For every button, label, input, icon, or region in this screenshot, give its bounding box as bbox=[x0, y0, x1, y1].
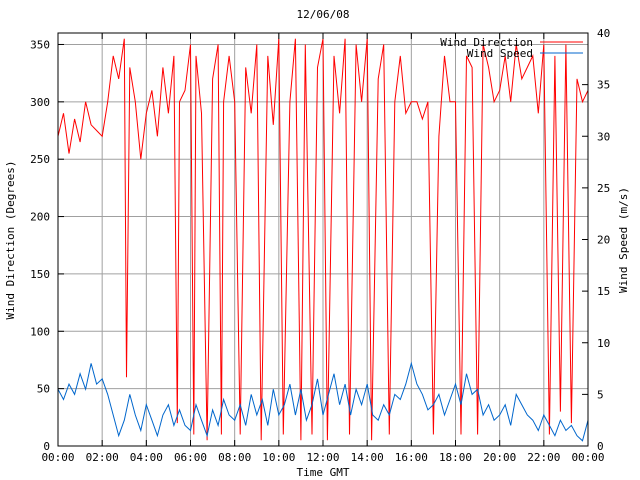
y-left-tick-label: 0 bbox=[43, 440, 50, 453]
x-tick-label: 08:00 bbox=[218, 451, 251, 464]
y-right-tick-label: 5 bbox=[597, 388, 604, 401]
legend: Wind Direction Wind Speed bbox=[440, 36, 583, 60]
y-right-tick-label: 35 bbox=[597, 79, 610, 92]
x-tick-label: 20:00 bbox=[483, 451, 516, 464]
x-tick-label: 10:00 bbox=[262, 451, 295, 464]
x-tick-label: 00:00 bbox=[571, 451, 604, 464]
y-right-tick-label: 15 bbox=[597, 285, 610, 298]
grid bbox=[58, 33, 588, 446]
y-left-tick-label: 350 bbox=[30, 38, 50, 51]
tick-labels: 00:00 02:00 04:00 06:00 08:00 10:00 12:00 14:00… bbox=[30, 27, 610, 464]
y-left-tick-label: 100 bbox=[30, 325, 50, 338]
y-right-tick-label: 40 bbox=[597, 27, 610, 40]
y-axis-left-label: Wind Direction (Degrees) bbox=[4, 161, 17, 320]
y-left-tick-label: 300 bbox=[30, 96, 50, 109]
series-layer bbox=[57, 38, 589, 442]
y-right-tick-label: 0 bbox=[597, 440, 604, 453]
chart-title: 12/06/08 bbox=[297, 8, 350, 21]
tick-marks bbox=[57, 32, 589, 447]
x-tick-label: 04:00 bbox=[130, 451, 163, 464]
x-tick-label: 22:00 bbox=[527, 451, 560, 464]
y-axis-right-label: Wind Speed (m/s) bbox=[617, 187, 630, 293]
x-tick-label: 00:00 bbox=[41, 451, 74, 464]
x-tick-label: 14:00 bbox=[351, 451, 384, 464]
series-line-wind-direction bbox=[57, 38, 589, 441]
x-axis-label: Time GMT bbox=[297, 466, 350, 479]
x-tick-label: 06:00 bbox=[174, 451, 207, 464]
x-tick-label: 16:00 bbox=[395, 451, 428, 464]
x-tick-label: 02:00 bbox=[86, 451, 119, 464]
y-right-tick-label: 10 bbox=[597, 337, 610, 350]
y-right-tick-label: 20 bbox=[597, 234, 610, 247]
series-line-wind-speed bbox=[57, 361, 589, 442]
y-right-tick-label: 30 bbox=[597, 130, 610, 143]
y-left-tick-label: 150 bbox=[30, 268, 50, 281]
y-left-tick-label: 200 bbox=[30, 211, 50, 224]
x-tick-label: 12:00 bbox=[306, 451, 339, 464]
y-left-tick-label: 250 bbox=[30, 153, 50, 166]
legend-label-direction: Wind Direction bbox=[440, 36, 533, 49]
x-tick-label: 18:00 bbox=[439, 451, 472, 464]
y-left-tick-label: 50 bbox=[37, 383, 50, 396]
legend-label-speed: Wind Speed bbox=[467, 47, 533, 60]
y-right-tick-label: 25 bbox=[597, 182, 610, 195]
